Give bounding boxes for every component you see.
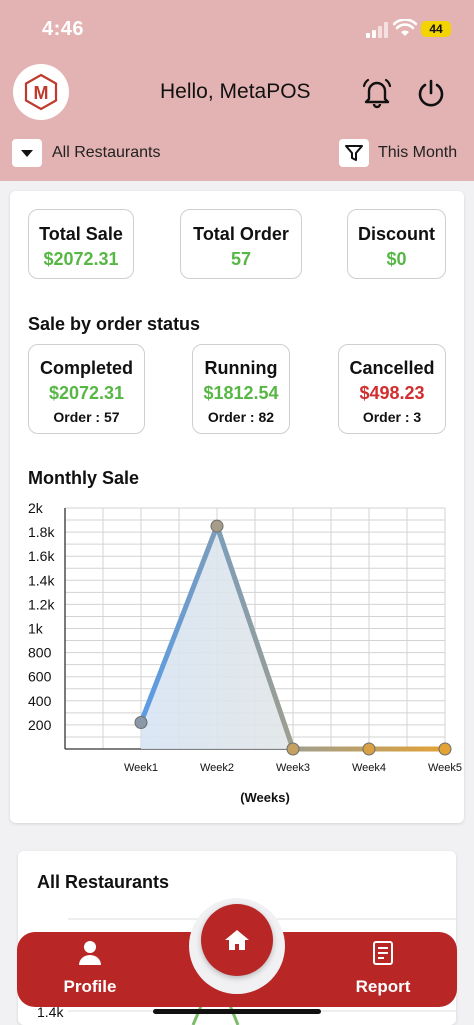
running-tile[interactable]: Running $1812.54 Order : 82 bbox=[192, 344, 290, 434]
y-tick-label: 1k bbox=[28, 621, 44, 637]
receipt-icon bbox=[373, 941, 393, 965]
total-order-value: 57 bbox=[230, 249, 252, 269]
person-icon bbox=[79, 941, 101, 965]
data-point bbox=[210, 519, 224, 533]
y-tick-label: 600 bbox=[28, 669, 52, 685]
series-area bbox=[141, 526, 445, 749]
logo-letter: M bbox=[34, 83, 49, 103]
restaurant-filter-label: All Restaurants bbox=[52, 144, 161, 161]
greeting-title: Hello, MetaPOS bbox=[160, 80, 311, 103]
monthly-sale-chart: 200 400 600 800 1k 1.2k 1.4k 1.6k 1.8k 2k Week1 Wee… bbox=[28, 500, 462, 805]
y-tick-label: 1.8k bbox=[28, 524, 55, 540]
y-tick-label: 200 bbox=[28, 717, 52, 733]
period-filter[interactable]: This Month bbox=[339, 139, 457, 167]
completed-orders: Order : 57 bbox=[53, 409, 120, 425]
wifi-icon bbox=[393, 19, 417, 36]
power-icon[interactable] bbox=[414, 76, 448, 110]
funnel-icon bbox=[345, 145, 363, 161]
data-point bbox=[438, 742, 452, 756]
y-tick-label: 1.6k bbox=[28, 548, 55, 564]
total-order-label: Total Order bbox=[193, 224, 289, 244]
restaurants-y-tick: 1.4k bbox=[37, 1004, 64, 1020]
period-filter-label: This Month bbox=[378, 144, 458, 161]
nav-profile-label: Profile bbox=[63, 977, 117, 996]
logo-hexagon-icon: M bbox=[24, 73, 58, 111]
home-button[interactable] bbox=[201, 904, 273, 976]
caret-down-icon bbox=[21, 150, 33, 157]
all-restaurants-title: All Restaurants bbox=[37, 872, 170, 892]
completed-tile[interactable]: Completed $2072.31 Order : 57 bbox=[28, 344, 145, 434]
home-indicator bbox=[153, 1009, 321, 1014]
bottom-nav: Profile Report bbox=[17, 898, 457, 1007]
total-sale-label: Total Sale bbox=[39, 224, 123, 244]
status-time: 4:46 bbox=[42, 18, 85, 40]
order-status-title: Sale by order status bbox=[28, 314, 201, 334]
restaurant-filter[interactable]: All Restaurants bbox=[12, 139, 161, 167]
data-point bbox=[134, 715, 148, 729]
discount-tile[interactable]: Discount $0 bbox=[347, 209, 446, 279]
data-point bbox=[362, 742, 376, 756]
total-order-tile[interactable]: Total Order 57 bbox=[180, 209, 302, 279]
data-point bbox=[286, 742, 300, 756]
dashboard-card: Total Sale $2072.31 Total Order 57 Disco… bbox=[10, 191, 464, 823]
completed-value: $2072.31 bbox=[48, 383, 125, 403]
dropdown-toggle[interactable] bbox=[12, 139, 42, 167]
x-tick-label: Week3 bbox=[276, 762, 310, 774]
y-tick-label: 2k bbox=[28, 500, 44, 516]
discount-label: Discount bbox=[357, 224, 435, 244]
discount-value: $0 bbox=[386, 249, 407, 269]
nav-profile[interactable]: Profile bbox=[30, 940, 150, 997]
nav-report-label: Report bbox=[355, 977, 411, 996]
cancelled-label: Cancelled bbox=[349, 358, 435, 378]
total-sale-tile[interactable]: Total Sale $2072.31 bbox=[28, 209, 134, 279]
y-tick-label: 1.2k bbox=[28, 596, 55, 612]
x-axis-title: (Weeks) bbox=[240, 790, 290, 805]
x-tick-label: Week4 bbox=[352, 762, 386, 774]
x-tick-label: Week2 bbox=[200, 762, 234, 774]
cancelled-orders: Order : 3 bbox=[362, 409, 422, 425]
monthly-sale-title: Monthly Sale bbox=[28, 468, 140, 488]
x-tick-label: Week5 bbox=[428, 762, 462, 774]
cellular-signal-icon bbox=[366, 22, 388, 38]
battery-indicator: 44 bbox=[421, 21, 451, 37]
total-sale-value: $2072.31 bbox=[43, 249, 119, 269]
status-bar: 4:46 44 bbox=[0, 0, 474, 60]
app-logo[interactable]: M bbox=[13, 64, 69, 120]
completed-label: Completed bbox=[39, 358, 133, 378]
home-icon bbox=[225, 930, 249, 950]
nav-report[interactable]: Report bbox=[323, 940, 443, 997]
x-tick-label: Week1 bbox=[124, 762, 158, 774]
period-filter-toggle[interactable] bbox=[339, 139, 369, 167]
y-tick-label: 400 bbox=[28, 693, 52, 709]
y-tick-label: 1.4k bbox=[28, 572, 55, 588]
header: 4:46 44 M Hello, MetaPOS bbox=[0, 0, 474, 181]
running-orders: Order : 82 bbox=[207, 409, 275, 425]
y-tick-label: 800 bbox=[28, 645, 52, 661]
cancelled-tile[interactable]: Cancelled $498.23 Order : 3 bbox=[338, 344, 446, 434]
cancelled-value: $498.23 bbox=[359, 383, 425, 403]
running-value: $1812.54 bbox=[203, 383, 279, 403]
running-label: Running bbox=[204, 358, 278, 378]
notification-bell-icon[interactable] bbox=[360, 76, 394, 110]
